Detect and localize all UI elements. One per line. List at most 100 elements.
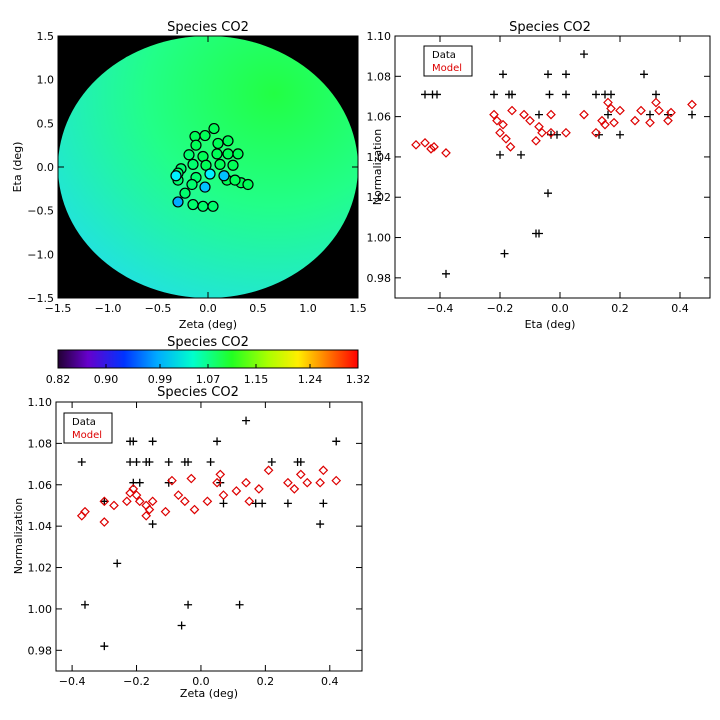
- eta-data-point: [646, 110, 654, 119]
- zeta-data-point: [148, 520, 157, 529]
- eta-model-point: [411, 139, 421, 150]
- eta-ytick-label: 0.98: [367, 272, 392, 285]
- eta-ytick-label: 1.06: [367, 111, 392, 124]
- colorbar-tick-label: 0.82: [46, 373, 71, 386]
- eta-data-point: [553, 130, 561, 139]
- zeta-xtick-label: 0.4: [321, 675, 339, 688]
- eta-legend-model: Model: [432, 63, 462, 74]
- map-ylabel: Eta (deg): [11, 142, 24, 193]
- zeta-model-point: [215, 469, 226, 480]
- eta-data-point: [544, 70, 552, 79]
- eta-data-point: [616, 130, 624, 139]
- map-panel: Species CO2 −1.5 −1.0 −0.5 0.0 0.5 1.0 1.5−1.5…: [11, 20, 367, 331]
- zeta-plot-points: [76, 416, 342, 651]
- colorbar-tick-label: 0.90: [94, 373, 119, 386]
- eta-data-point: [496, 150, 504, 159]
- zeta-plot-frame: [55, 401, 363, 672]
- zeta-data-point: [319, 499, 328, 508]
- eta-model-point: [525, 115, 535, 126]
- colorbar-tick-label: 1.24: [298, 373, 323, 386]
- map-point: [170, 170, 182, 182]
- map-point: [204, 168, 216, 180]
- zeta-legend-box: [63, 412, 113, 444]
- zeta-ytick-label: 1.02: [28, 562, 53, 575]
- zeta-model-point: [302, 477, 313, 488]
- map-point: [218, 170, 230, 182]
- zeta-legend-data: Data: [72, 417, 96, 428]
- zeta-data-point: [267, 458, 276, 467]
- zeta-model-point: [80, 506, 90, 517]
- map-title: Species CO2: [167, 20, 249, 35]
- zeta-model-point: [109, 500, 119, 511]
- eta-data-point: [652, 90, 660, 99]
- zeta-model-point: [186, 473, 197, 484]
- eta-model-point: [441, 148, 451, 158]
- zeta-data-point: [184, 600, 193, 609]
- map-point: [187, 158, 199, 170]
- zeta-legend-model: Model: [72, 430, 102, 441]
- eta-xtick-label: −0.2: [487, 302, 514, 315]
- eta-model-point: [537, 127, 547, 138]
- map-xtick-label: −0.5: [145, 302, 172, 315]
- eta-model-point: [519, 109, 529, 120]
- eta-ytick-label: 1.02: [367, 191, 392, 204]
- map-xlabel: Zeta (deg): [179, 318, 237, 331]
- eta-model-point: [663, 115, 673, 126]
- eta-data-point: [490, 90, 498, 99]
- zeta-legend: Data Model: [63, 412, 113, 444]
- colorbar-tick-label: 1.15: [244, 373, 269, 386]
- map-point: [214, 158, 226, 170]
- zeta-model-point: [263, 465, 274, 476]
- eta-ytick-label: 1.08: [367, 70, 392, 83]
- colorbar-tick-label: 0.99: [148, 373, 173, 386]
- eta-model-point: [636, 105, 646, 116]
- zeta-data-point: [113, 559, 122, 568]
- map-point: [229, 174, 241, 186]
- zeta-data-point: [132, 458, 141, 467]
- eta-plot-frame: [394, 35, 711, 299]
- eta-model-point: [507, 105, 517, 116]
- map-point: [186, 178, 198, 191]
- eta-model-point: [534, 121, 544, 132]
- zeta-data-point: [129, 437, 138, 446]
- map-point: [222, 135, 234, 147]
- zeta-model-point: [160, 506, 171, 517]
- eta-data-point: [499, 70, 507, 79]
- zeta-data-point: [283, 499, 292, 508]
- zeta-model-point: [289, 484, 300, 494]
- zeta-model-point: [231, 486, 242, 496]
- zeta-data-point: [206, 458, 215, 467]
- eta-model-point: [651, 97, 661, 108]
- eta-model-point: [579, 109, 589, 120]
- map-point: [183, 149, 195, 161]
- eta-data-point: [607, 90, 615, 99]
- zeta-model-point: [283, 477, 293, 488]
- map-point: [211, 148, 223, 160]
- zeta-model-point: [212, 477, 222, 488]
- eta-model-point: [420, 137, 430, 148]
- zeta-model-point: [218, 490, 229, 500]
- zeta-ylabel: Normalization: [12, 498, 25, 574]
- zeta-model-point: [128, 484, 139, 494]
- zeta-model-point: [141, 510, 152, 521]
- eta-model-point: [603, 97, 613, 108]
- zeta-data-point: [242, 416, 251, 425]
- eta-model-point: [546, 127, 556, 138]
- zeta-panel-title: Species CO2: [157, 385, 239, 400]
- zeta-model-point: [144, 504, 155, 515]
- map-point: [227, 159, 239, 171]
- zeta-ytick-label: 1.06: [28, 479, 53, 492]
- eta-data-point: [604, 110, 612, 119]
- map-xtick-label: 0.0: [199, 302, 217, 315]
- eta-data-point: [580, 50, 588, 59]
- map-point: [208, 122, 220, 135]
- eta-data-point: [688, 110, 696, 119]
- zeta-data-point: [296, 458, 305, 467]
- zeta-data-point: [184, 458, 193, 467]
- map-xtick-label: −1.5: [45, 302, 72, 315]
- zeta-ytick-label: 1.10: [28, 396, 53, 409]
- zeta-data-point: [177, 621, 186, 630]
- map-xtick-label: 1.0: [299, 302, 317, 315]
- zeta-data-point: [135, 478, 144, 487]
